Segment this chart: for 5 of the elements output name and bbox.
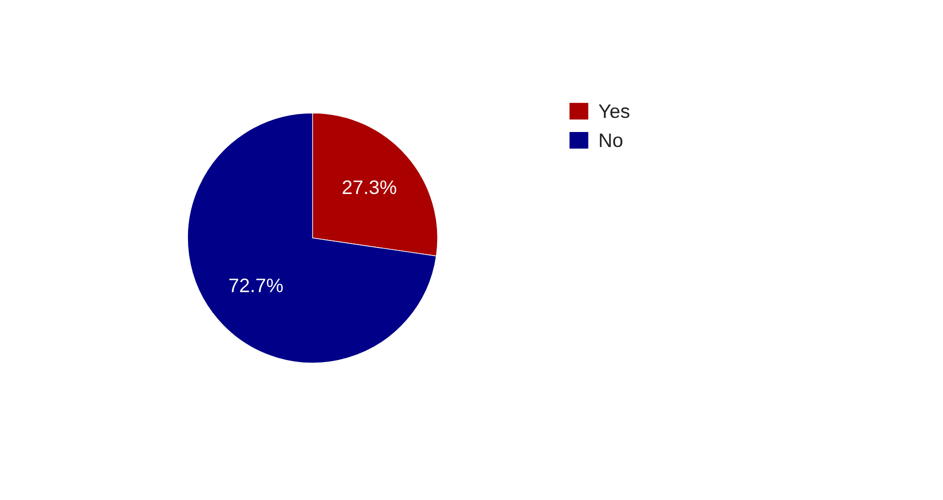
data-label: 27.3% xyxy=(342,180,396,194)
legend-label: Yes xyxy=(598,104,630,118)
data-label: 72.7% xyxy=(229,278,283,292)
legend-label: No xyxy=(600,134,622,148)
pie-slice xyxy=(187,112,437,364)
